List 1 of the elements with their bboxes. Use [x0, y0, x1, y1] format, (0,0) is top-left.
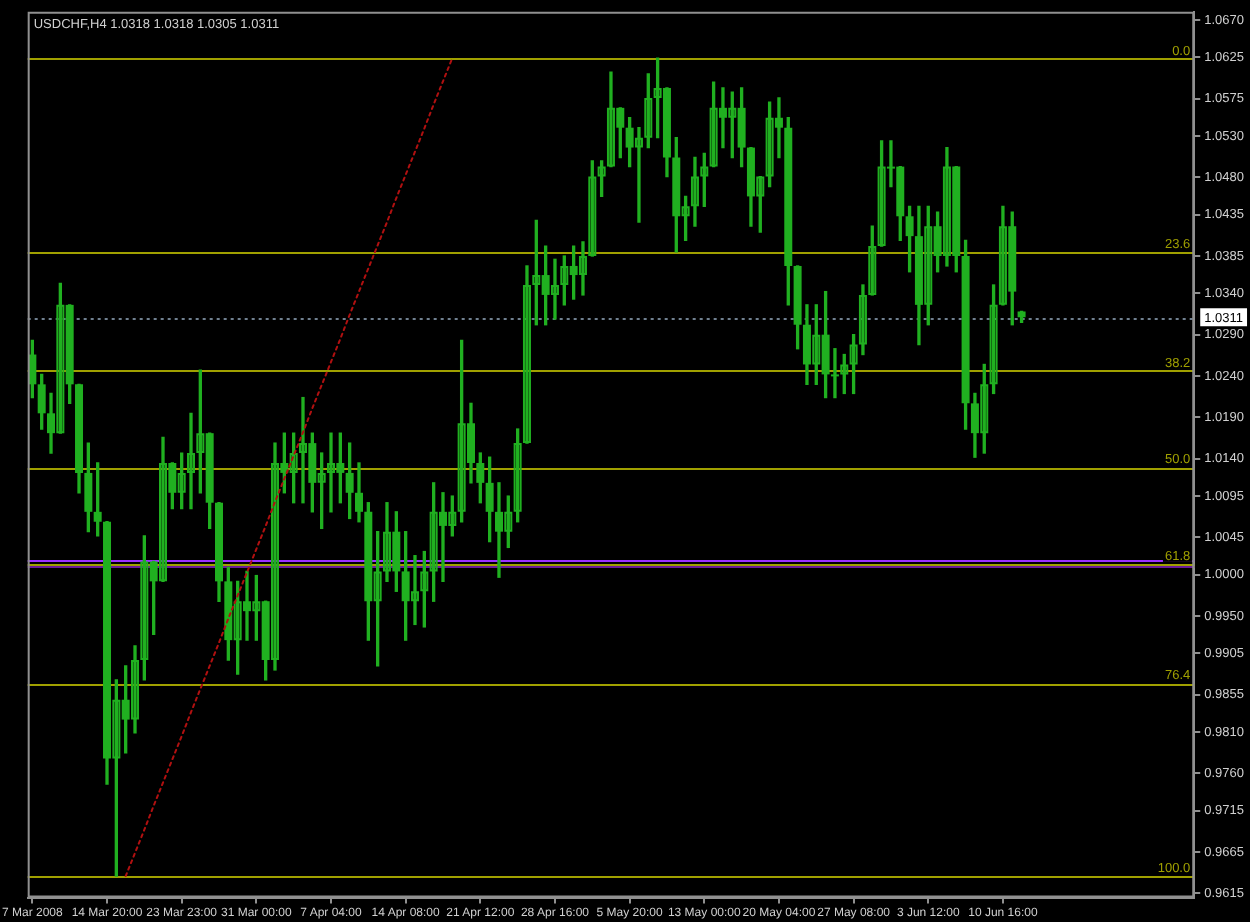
line-series	[124, 57, 454, 878]
